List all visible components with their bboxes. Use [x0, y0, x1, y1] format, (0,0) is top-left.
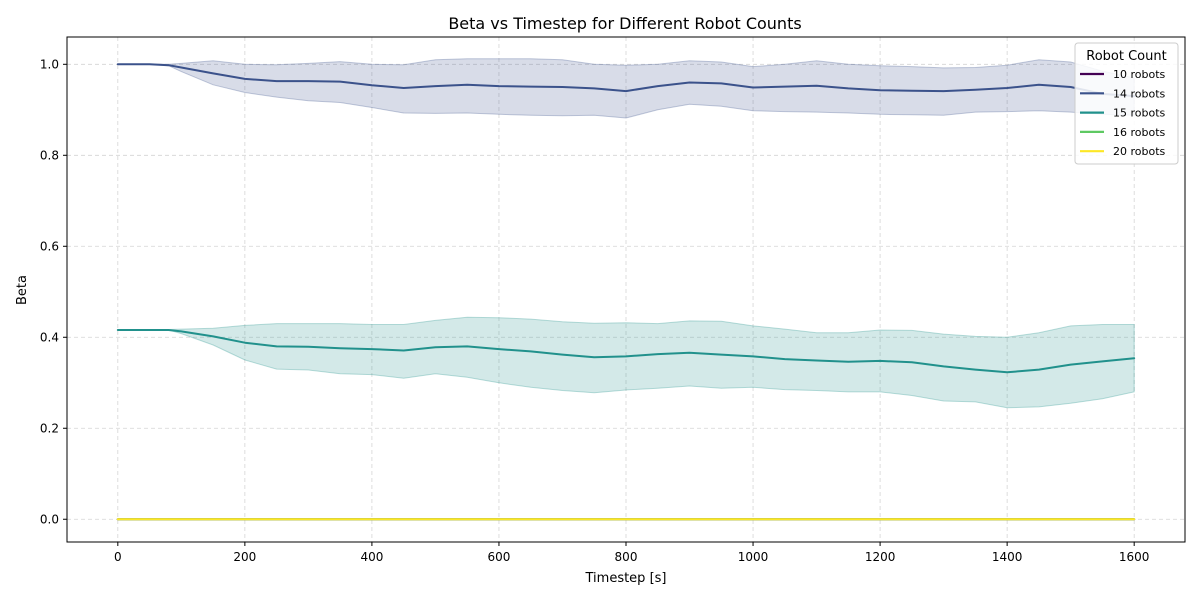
- x-tick-label: 800: [615, 550, 638, 564]
- y-tick-label: 0.6: [40, 239, 59, 253]
- legend-label: 20 robots: [1113, 145, 1166, 158]
- y-tick-label: 1.0: [40, 57, 59, 71]
- legend-label: 10 robots: [1113, 68, 1166, 81]
- legend-item-10-robots: 10 robots: [1080, 68, 1166, 81]
- legend-title: Robot Count: [1086, 49, 1166, 64]
- x-tick-label: 600: [488, 550, 511, 564]
- x-tick-label: 1000: [738, 550, 769, 564]
- legend-label: 16 robots: [1113, 126, 1166, 139]
- series-lines: [116, 63, 1136, 521]
- y-axis-label: Beta: [15, 275, 30, 305]
- legend-item-16-robots: 16 robots: [1080, 126, 1166, 139]
- x-axis-label: Timestep [s]: [585, 571, 667, 586]
- confidence-bands: [117, 58, 1135, 409]
- legend-item-14-robots: 14 robots: [1080, 87, 1166, 100]
- x-tick-label: 1200: [865, 550, 896, 564]
- line-15-robots: [116, 329, 1136, 374]
- line-14-robots: [116, 63, 1136, 98]
- legend-label: 14 robots: [1113, 87, 1166, 100]
- y-tick-label: 0.4: [40, 330, 59, 344]
- x-tick-label: 1400: [992, 550, 1023, 564]
- chart-title: Beta vs Timestep for Different Robot Cou…: [448, 14, 801, 33]
- y-axis-ticks: 0.0 0.2 0.4 0.6 0.8 1.0: [40, 57, 67, 526]
- x-tick-label: 1600: [1119, 550, 1150, 564]
- x-tick-label: 0: [114, 550, 122, 564]
- legend-item-20-robots: 20 robots: [1080, 145, 1166, 158]
- x-tick-label: 200: [233, 550, 256, 564]
- y-tick-label: 0.2: [40, 421, 59, 435]
- y-tick-label: 0.0: [40, 512, 59, 526]
- legend-label: 15 robots: [1113, 107, 1166, 120]
- x-axis-ticks: 0 200 400 600 800 1000 1200 1400 1600: [114, 542, 1149, 564]
- legend-item-15-robots: 15 robots: [1080, 107, 1166, 120]
- y-tick-label: 0.8: [40, 148, 59, 162]
- x-tick-label: 400: [360, 550, 383, 564]
- legend-items: 10 robots 14 robots 15 robots 16 robots 20 r…: [1080, 68, 1166, 158]
